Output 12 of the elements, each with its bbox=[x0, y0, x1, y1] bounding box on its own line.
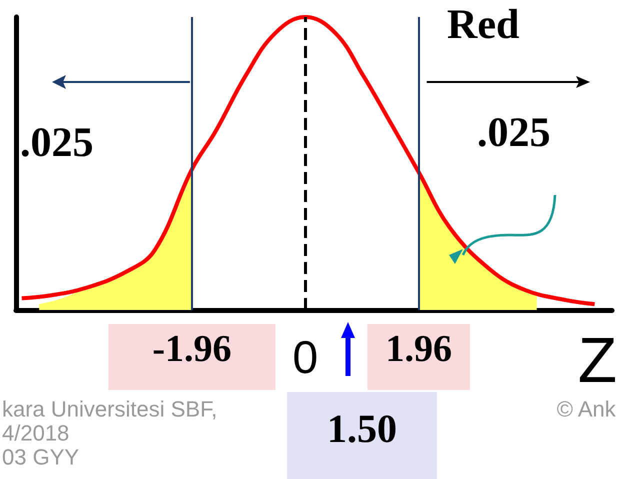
text: 03 GYY bbox=[2, 444, 80, 470]
annotation: .025 bbox=[20, 120, 94, 166]
x-tick-label: -1.96 bbox=[152, 328, 232, 370]
annotation: .025 bbox=[477, 110, 550, 156]
x-tick-label: 0 bbox=[292, 331, 318, 383]
x-axis-title: Z bbox=[578, 324, 617, 396]
text: 4/2018 bbox=[2, 420, 70, 446]
text: 1.50 bbox=[327, 406, 397, 451]
annotation: Red bbox=[447, 2, 520, 48]
x-tick-label: 1.96 bbox=[385, 328, 452, 370]
text: kara Universitesi SBF, bbox=[2, 396, 218, 422]
text: © Ank bbox=[556, 396, 617, 422]
